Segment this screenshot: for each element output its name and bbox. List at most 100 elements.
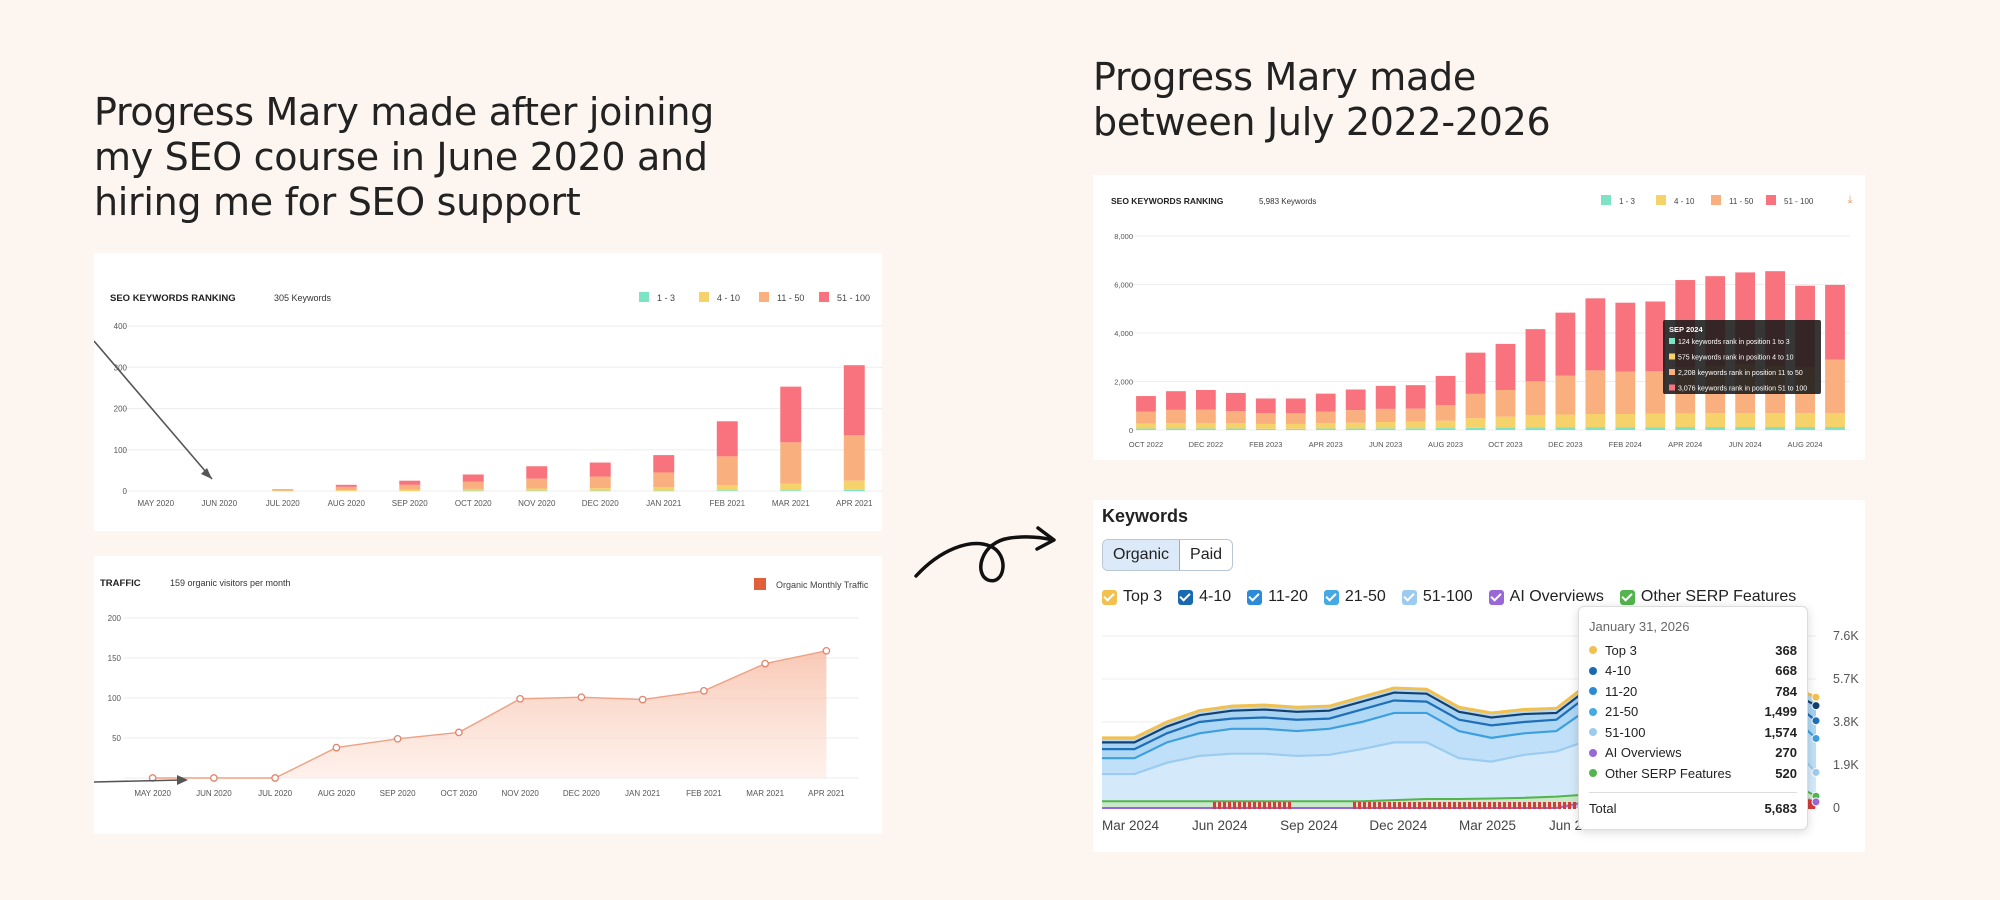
chart-title: SEO KEYWORDS RANKING xyxy=(110,293,236,304)
keywords-ranking-2022-card: SEO KEYWORDS RANKING 5,983 Keywords 1 - 3 4… xyxy=(1093,175,1865,460)
bar-segment xyxy=(1225,411,1246,424)
bar-segment xyxy=(1285,423,1306,429)
bar-segment xyxy=(589,488,611,491)
x-tick-label: Sep 2024 xyxy=(1280,818,1338,833)
series-toggle-label: Top 3 xyxy=(1123,588,1163,605)
series-toggle[interactable]: Other SERP Features xyxy=(1619,588,1796,606)
y-tick-label: 100 xyxy=(114,446,128,455)
data-point xyxy=(822,646,831,655)
y-tick-label: 150 xyxy=(108,654,122,663)
event-marker xyxy=(1548,802,1551,809)
bar-segment xyxy=(335,484,357,487)
bar-segment xyxy=(1405,408,1426,422)
bar-segment xyxy=(399,480,421,485)
bar-segment xyxy=(1825,359,1845,414)
bar-segment xyxy=(780,483,802,491)
bar-segment xyxy=(843,435,865,481)
x-tick-label: JUN 2020 xyxy=(196,789,232,798)
bar-segment xyxy=(1525,329,1546,382)
bar-segment xyxy=(526,490,548,492)
traffic-line xyxy=(152,650,827,779)
legend-label: 4 - 10 xyxy=(1674,197,1695,206)
y-tick-label: 1.9K xyxy=(1833,758,1859,772)
series-dot-icon xyxy=(1589,646,1597,655)
y-tick-label: 200 xyxy=(108,614,122,623)
bar-segment xyxy=(1166,391,1186,410)
bar-segment xyxy=(462,488,484,491)
series-toggle[interactable]: 11-20 xyxy=(1247,588,1308,606)
bar-segment xyxy=(272,489,294,490)
bar-segment xyxy=(1255,428,1276,430)
tab-paid[interactable]: Paid xyxy=(1190,546,1223,563)
bar-segment xyxy=(1315,428,1336,430)
checkbox-icon[interactable] xyxy=(1178,589,1194,605)
bar-segment xyxy=(589,476,611,489)
bar-segment xyxy=(1345,428,1366,430)
bar-segment xyxy=(399,484,421,490)
bar-segment xyxy=(1345,422,1366,429)
series-toggle[interactable]: AI Overviews xyxy=(1488,588,1604,606)
bar-segment xyxy=(843,489,865,491)
series-toggle[interactable]: 21-50 xyxy=(1323,588,1386,606)
bar-segment xyxy=(335,486,357,491)
bar-segment xyxy=(1675,426,1696,430)
bar-segment xyxy=(1525,415,1546,428)
tooltip-row-value: 1,574 xyxy=(1764,724,1797,740)
event-marker xyxy=(1473,802,1476,809)
traffic-chart: TRAFFIC 159 organic visitors per month Org… xyxy=(93,578,869,798)
bar-segment xyxy=(1136,396,1156,412)
bar-segment xyxy=(1315,411,1336,424)
bar-segment xyxy=(1375,408,1396,422)
checkbox-icon[interactable] xyxy=(1619,589,1635,605)
bar-segment xyxy=(1435,375,1456,406)
chart-subtitle: 5,983 Keywords xyxy=(1259,197,1316,206)
legend-swatch xyxy=(1601,195,1611,205)
tooltip-row-label: Top 3 xyxy=(1605,642,1637,658)
series-toggle-label: AI Overviews xyxy=(1509,588,1604,605)
endpoint-dot xyxy=(1811,692,1821,702)
endpoint-dot xyxy=(1811,797,1821,807)
bar-segment xyxy=(1435,405,1456,421)
tab-organic[interactable]: Organic xyxy=(1103,540,1181,570)
bar-segment xyxy=(462,474,484,482)
legend-swatch xyxy=(819,292,829,302)
x-tick-label: APR 2021 xyxy=(836,499,873,508)
tooltip-date: January 31, 2026 xyxy=(1589,619,1690,634)
data-point xyxy=(271,774,279,782)
bar-segment xyxy=(1525,381,1546,416)
event-marker xyxy=(1468,802,1471,809)
legend-swatch xyxy=(1766,195,1776,205)
series-toggle[interactable]: 51-100 xyxy=(1401,588,1473,606)
x-tick-label: MAR 2021 xyxy=(746,789,784,798)
event-marker xyxy=(1533,802,1536,809)
tooltip-row-value: 668 xyxy=(1775,663,1797,679)
x-tick-label: Jun 2024 xyxy=(1192,818,1248,833)
endpoint-dot xyxy=(1811,733,1821,743)
y-tick-label: 50 xyxy=(112,734,121,743)
bar-segment xyxy=(1166,428,1186,430)
series-toggle[interactable]: 4-10 xyxy=(1178,588,1231,606)
bar-segment xyxy=(843,480,865,490)
bar-segment xyxy=(1615,302,1636,372)
keywords-organic-card: Keywords Organic Paid Top 3 4-10 11-20 21-5… xyxy=(1093,500,1865,852)
checkbox-icon[interactable] xyxy=(1323,589,1339,605)
bar-segment xyxy=(1196,409,1216,423)
event-marker xyxy=(1508,802,1511,809)
bar-segment xyxy=(653,472,675,488)
bar-segment xyxy=(1735,426,1756,430)
bar-segment xyxy=(526,488,548,491)
legend-label: 1 - 3 xyxy=(657,293,675,303)
checkbox-icon[interactable] xyxy=(1247,589,1263,605)
event-marker xyxy=(1268,802,1271,809)
series-toggle[interactable]: Top 3 xyxy=(1102,588,1162,606)
tooltip-row-label: 21-50 xyxy=(1605,704,1639,720)
data-point xyxy=(638,695,647,704)
checkbox-icon[interactable] xyxy=(1488,589,1504,605)
checkbox-icon[interactable] xyxy=(1102,589,1117,605)
event-marker xyxy=(1218,802,1221,809)
checkbox-icon[interactable] xyxy=(1401,589,1417,605)
x-tick-label: OCT 2022 xyxy=(1129,440,1163,449)
chart-title: TRAFFIC xyxy=(100,578,141,589)
tooltip-row-value: 784 xyxy=(1775,683,1797,699)
bar-segment xyxy=(1825,284,1845,360)
